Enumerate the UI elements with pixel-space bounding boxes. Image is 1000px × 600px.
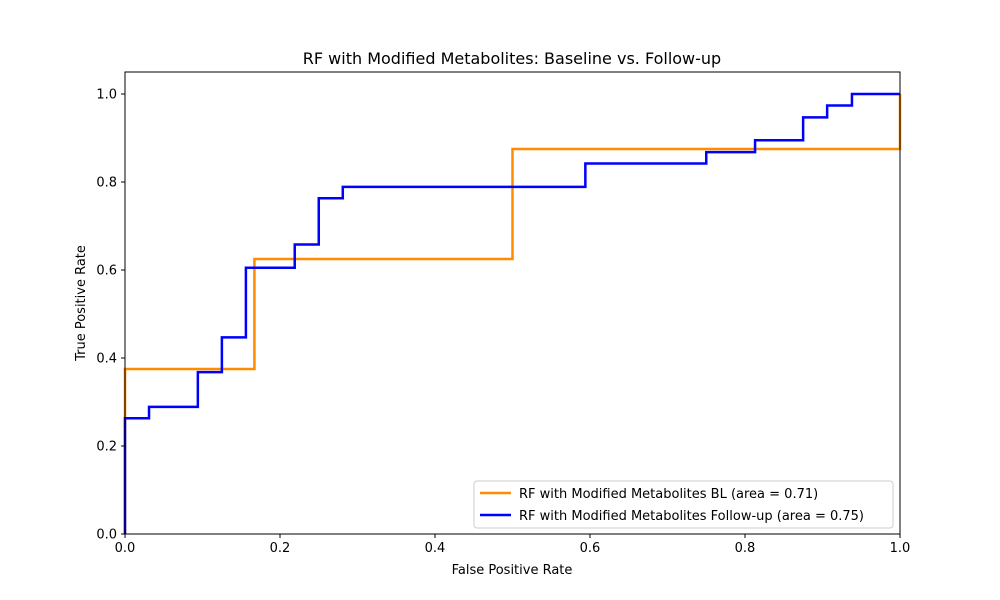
- y-axis-label: True Positive Rate: [74, 245, 89, 362]
- x-axis-label: False Positive Rate: [452, 563, 573, 578]
- legend-label-followup: RF with Modified Metabolites Follow-up (…: [519, 509, 864, 524]
- x-tick-label: 0.4: [425, 541, 446, 556]
- legend: RF with Modified Metabolites BL (area = …: [473, 480, 894, 529]
- roc-line-bl: [123, 94, 902, 534]
- y-tick-label: 0.0: [96, 528, 117, 543]
- x-axis: 0.0 0.2 0.4 0.6 0.8 1.0: [115, 534, 911, 556]
- plot-frame: [124, 71, 901, 535]
- x-tick-label: 0.2: [270, 541, 291, 556]
- y-tick-label: 0.2: [96, 440, 117, 455]
- y-tick-label: 0.4: [96, 352, 117, 367]
- y-tick-label: 0.8: [96, 176, 117, 191]
- x-tick-label: 0.0: [115, 541, 136, 556]
- x-tick-label: 0.8: [735, 541, 756, 556]
- y-tick-label: 0.6: [96, 264, 117, 279]
- x-tick-label: 1.0: [890, 541, 911, 556]
- roc-line-followup: [123, 92, 900, 534]
- legend-box: [473, 480, 894, 529]
- series-layer: [123, 92, 902, 534]
- y-tick-label: 1.0: [96, 88, 117, 103]
- y-axis: 0.0 0.2 0.4 0.6 0.8 1.0: [96, 88, 125, 543]
- x-tick-label: 0.6: [580, 541, 601, 556]
- chart-title: RF with Modified Metabolites: Baseline v…: [303, 49, 721, 68]
- legend-label-bl: RF with Modified Metabolites BL (area = …: [519, 487, 818, 502]
